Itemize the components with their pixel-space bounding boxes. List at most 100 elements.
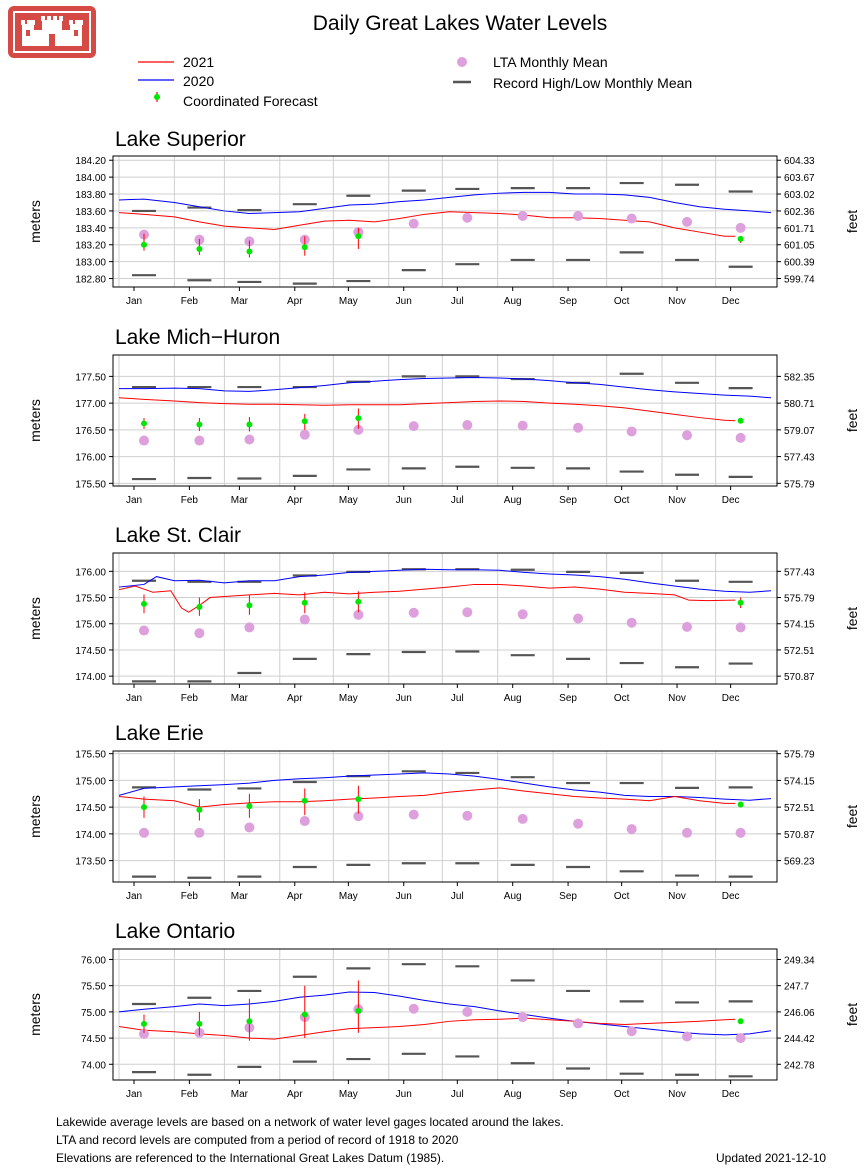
y-tick-label-right: 569.23 xyxy=(784,857,815,868)
legend-symbols-lines xyxy=(138,61,174,102)
lta-point xyxy=(194,827,205,838)
x-tick-label: Oct xyxy=(614,891,630,902)
lta-point xyxy=(626,824,637,835)
y-tick-label-right: 574.15 xyxy=(784,776,815,787)
y-tick-label-right: 582.35 xyxy=(784,372,815,383)
legend-lta-dot xyxy=(457,57,467,67)
panel-title-mich-huron: Lake Mich−Huron xyxy=(115,326,281,349)
x-tick-label: Nov xyxy=(668,1089,686,1100)
y-tick-label-right: 603.67 xyxy=(784,173,815,184)
x-tick-label: Jan xyxy=(126,296,142,307)
lta-point xyxy=(462,420,473,431)
lta-point xyxy=(353,609,364,620)
lta-point xyxy=(626,1026,637,1037)
lta-point xyxy=(682,621,693,632)
series-2021-line xyxy=(118,583,736,613)
y-tick-label-right: 601.71 xyxy=(784,224,815,235)
forecast-point xyxy=(246,248,253,255)
y-tick-label-right: 577.43 xyxy=(784,453,815,464)
lta-point xyxy=(682,827,693,838)
lta-point xyxy=(735,222,746,233)
plot-frame xyxy=(112,155,778,288)
lta-point xyxy=(517,813,528,824)
lta-point xyxy=(462,607,473,618)
y-tick-label-left: 183.00 xyxy=(75,258,106,269)
x-tick-label: Apr xyxy=(287,495,303,506)
x-tick-label: Sep xyxy=(559,891,577,902)
x-tick-label: Aug xyxy=(504,495,522,506)
lta-point xyxy=(573,818,584,829)
y-tick-label-left: 175.00 xyxy=(75,776,106,787)
x-tick-label: Jul xyxy=(451,296,464,307)
forecast-point xyxy=(355,415,362,422)
lta-point xyxy=(194,435,205,446)
forecast-point xyxy=(737,235,744,242)
series-2020-line xyxy=(118,991,772,1036)
x-tick-label: Jan xyxy=(126,495,142,506)
y-tick-label-left: 176.00 xyxy=(75,453,106,464)
x-tick-label: Feb xyxy=(181,693,199,704)
y-tick-label-left: 174.50 xyxy=(75,646,106,657)
forecast-point xyxy=(196,245,203,252)
forecast-point xyxy=(355,1007,362,1014)
x-tick-label: Dec xyxy=(722,495,740,506)
lta-point xyxy=(353,811,364,822)
lta-point xyxy=(408,809,419,820)
y-tick-label-right: 600.39 xyxy=(784,258,815,269)
lta-point xyxy=(139,827,150,838)
x-tick-label: Mar xyxy=(231,891,249,902)
y-tick-label-left: 182.80 xyxy=(75,275,106,286)
y-tick-label-left: 175.50 xyxy=(75,750,106,761)
legend-lta-label: LTA Monthly Mean xyxy=(493,54,608,70)
y-tick-label-right: 572.51 xyxy=(784,803,815,814)
y-tick-label-right: 601.05 xyxy=(784,241,815,252)
lta-point xyxy=(573,613,584,624)
y-tick-label-left: 175.00 xyxy=(75,620,106,631)
y-tick-label-left: 177.50 xyxy=(75,372,106,383)
plot-frame xyxy=(112,354,778,487)
lta-point xyxy=(735,622,746,633)
y-tick-label-right: 603.02 xyxy=(784,190,815,201)
x-tick-label: Sep xyxy=(559,495,577,506)
x-tick-label: Apr xyxy=(287,693,303,704)
chart-panel-4: 76.00 249.34 75.50 247.7 75.00 246.06 74.50 244… xyxy=(27,948,860,1100)
x-tick-label: Oct xyxy=(614,495,630,506)
chart-panel-0: 184.20 604.33 184.00 603.67 183.80 603.02 183.… xyxy=(27,155,860,307)
lta-point xyxy=(517,1012,528,1023)
x-tick-label: Nov xyxy=(668,296,686,307)
lta-point xyxy=(139,435,150,446)
y-axis-label-left: meters xyxy=(27,795,43,838)
x-tick-label: May xyxy=(339,296,358,307)
x-tick-label: Aug xyxy=(504,693,522,704)
x-tick-label: Jul xyxy=(451,1089,464,1100)
x-tick-label: Dec xyxy=(722,296,740,307)
lta-point xyxy=(626,617,637,628)
legend-forecast-dot xyxy=(154,94,160,100)
x-tick-label: Mar xyxy=(231,296,249,307)
x-tick-label: Dec xyxy=(722,693,740,704)
chart-panel-1: 177.50 582.35 177.00 580.71 176.50 579.07 176.… xyxy=(27,354,860,506)
lta-point xyxy=(408,218,419,229)
panel-title-superior: Lake Superior xyxy=(115,128,246,151)
forecast-point xyxy=(737,599,744,606)
lta-point xyxy=(462,212,473,223)
lta-point xyxy=(517,420,528,431)
forecast-point xyxy=(301,244,308,251)
forecast-point xyxy=(355,598,362,605)
legend-2020-label: 2020 xyxy=(183,73,215,89)
lta-point xyxy=(408,607,419,618)
y-tick-label-left: 173.50 xyxy=(75,857,106,868)
forecast-point xyxy=(737,1018,744,1025)
x-tick-label: Feb xyxy=(181,495,199,506)
forecast-point xyxy=(196,603,203,610)
lta-point xyxy=(573,422,584,433)
y-tick-label-left: 184.00 xyxy=(75,173,106,184)
lta-point xyxy=(735,827,746,838)
page-title: Daily Great Lakes Water Levels xyxy=(312,12,608,35)
lta-point xyxy=(299,429,310,440)
forecast-point xyxy=(141,1020,148,1027)
legend-symbols-markers xyxy=(453,57,471,84)
plot-frame xyxy=(112,552,778,685)
series-2020-line xyxy=(118,772,772,801)
